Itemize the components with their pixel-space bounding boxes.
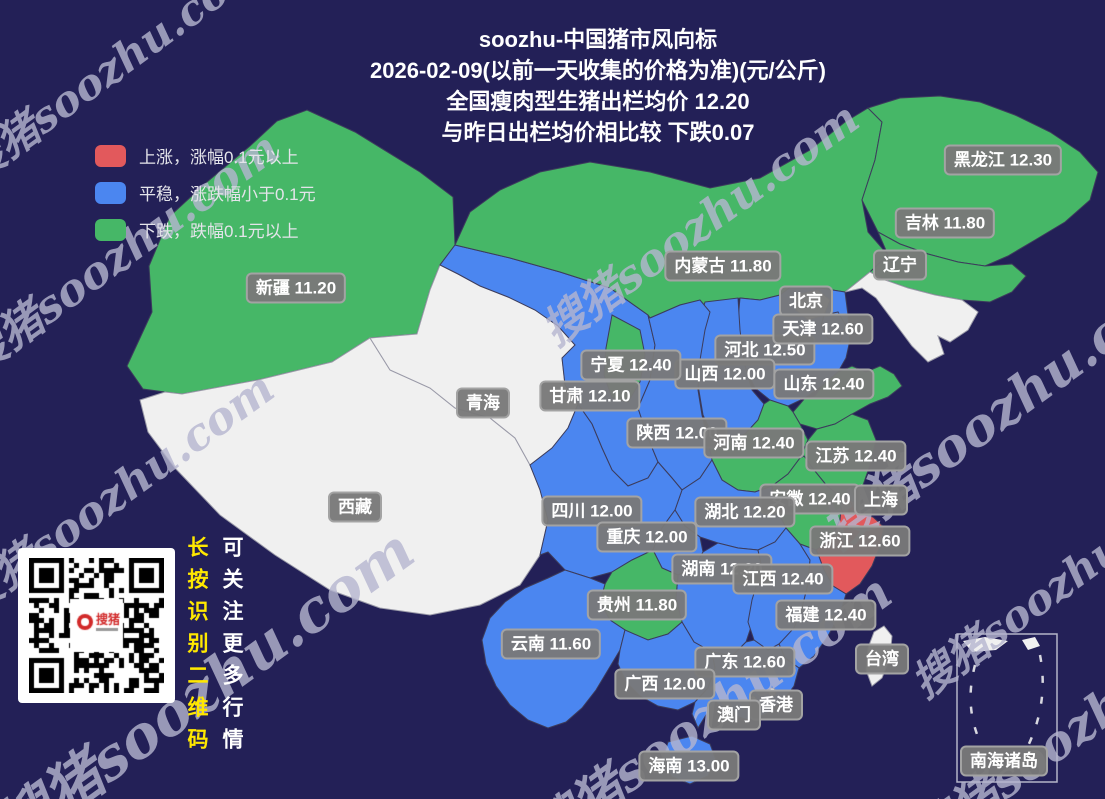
qr-caption-white: 可关注更多行情 xyxy=(220,536,243,760)
province-label-henan: 河南 12.40 xyxy=(703,427,805,459)
province-label-hainan: 海南 13.00 xyxy=(638,750,740,782)
title-line-4: 与昨日出栏均价相比较 下跌0.07 xyxy=(441,120,755,145)
province-label-tianjin: 天津 12.60 xyxy=(772,313,874,345)
inset-border xyxy=(956,633,1058,783)
province-label-xinjiang: 新疆 11.20 xyxy=(245,272,347,304)
legend-label-stable: 平稳，涨跌幅小于0.1元 xyxy=(139,185,316,204)
province-label-ningxia: 宁夏 12.40 xyxy=(580,349,682,381)
province-liaoning xyxy=(844,271,979,363)
province-label-guangxi: 广西 12.00 xyxy=(614,668,716,700)
legend-swatch-up xyxy=(95,144,126,167)
legend-row-up: 上涨，涨幅0.1元以上 xyxy=(95,137,316,174)
province-label-yunnan: 云南 11.60 xyxy=(500,628,602,660)
inset-islands xyxy=(1022,637,1040,650)
province-label-taiwan: 台湾 xyxy=(855,643,909,675)
legend: 上涨，涨幅0.1元以上 平稳，涨跌幅小于0.1元 下跌，跌幅0.1元以上 xyxy=(95,137,316,248)
inset-dash-line xyxy=(1026,654,1044,747)
inset-islands xyxy=(963,637,1008,652)
province-label-jiangxi: 江西 12.40 xyxy=(732,563,834,595)
qr-caption-yellow: 长按识别二维码 xyxy=(185,536,208,760)
title-block: soozhu-中国猪市风向标 2026-02-09(以前一天收集的价格为准)(元… xyxy=(278,24,918,148)
province-label-jiangsu: 江苏 12.40 xyxy=(805,440,907,472)
province-label-neimenggu: 内蒙古 11.80 xyxy=(664,250,782,282)
province-label-nanhai: 南海诸岛 xyxy=(960,745,1048,777)
legend-row-down: 下跌，跌幅0.1元以上 xyxy=(95,211,316,248)
province-label-shanghai: 上海 xyxy=(854,484,908,516)
province-label-sichuan: 四川 12.00 xyxy=(541,495,643,527)
title-line-1: soozhu-中国猪市风向标 xyxy=(478,27,718,52)
province-label-fujian: 福建 12.40 xyxy=(775,599,877,631)
province-label-hubei: 湖北 12.20 xyxy=(694,496,796,528)
legend-row-stable: 平稳，涨跌幅小于0.1元 xyxy=(95,174,316,211)
province-label-shandong: 山东 12.40 xyxy=(773,368,875,400)
qr-code xyxy=(29,558,164,693)
province-label-shaanxi: 陕西 12.00 xyxy=(626,417,728,449)
province-label-heilongjiang: 黑龙江 12.30 xyxy=(943,144,1063,176)
legend-label-up: 上涨，涨幅0.1元以上 xyxy=(139,148,299,167)
province-label-macau: 澳门 xyxy=(707,699,761,731)
province-label-gansu: 甘肃 12.10 xyxy=(539,380,641,412)
south-china-sea-inset xyxy=(956,633,1058,783)
province-label-chongqing: 重庆 12.00 xyxy=(596,521,698,553)
province-label-jilin: 吉林 11.80 xyxy=(894,207,996,239)
legend-swatch-down xyxy=(95,218,126,241)
province-label-xizang: 西藏 xyxy=(328,491,382,523)
title-line-2: 2026-02-09(以前一天收集的价格为准)(元/公斤) xyxy=(370,58,826,83)
province-label-beijing: 北京 xyxy=(779,285,833,317)
province-label-shanxi: 山西 12.00 xyxy=(674,358,776,390)
province-label-liaoning: 辽宁 xyxy=(873,249,927,281)
qr-code-panel xyxy=(18,548,175,703)
province-label-guizhou: 贵州 11.80 xyxy=(586,589,688,621)
province-label-qinghai: 青海 xyxy=(456,387,510,419)
province-label-zhejiang: 浙江 12.60 xyxy=(809,525,911,557)
title-line-3: 全国瘦肉型生猪出栏均价 12.20 xyxy=(446,89,750,114)
legend-label-down: 下跌，跌幅0.1元以上 xyxy=(139,222,299,241)
legend-swatch-stable xyxy=(95,181,126,204)
